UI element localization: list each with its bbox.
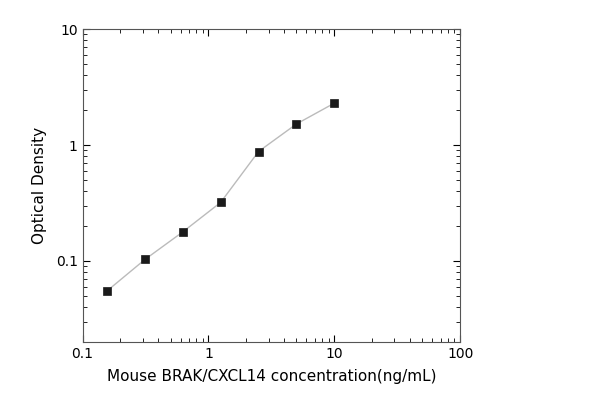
Y-axis label: Optical Density: Optical Density	[32, 127, 47, 244]
X-axis label: Mouse BRAK/CXCL14 concentration(ng/mL): Mouse BRAK/CXCL14 concentration(ng/mL)	[107, 369, 436, 384]
